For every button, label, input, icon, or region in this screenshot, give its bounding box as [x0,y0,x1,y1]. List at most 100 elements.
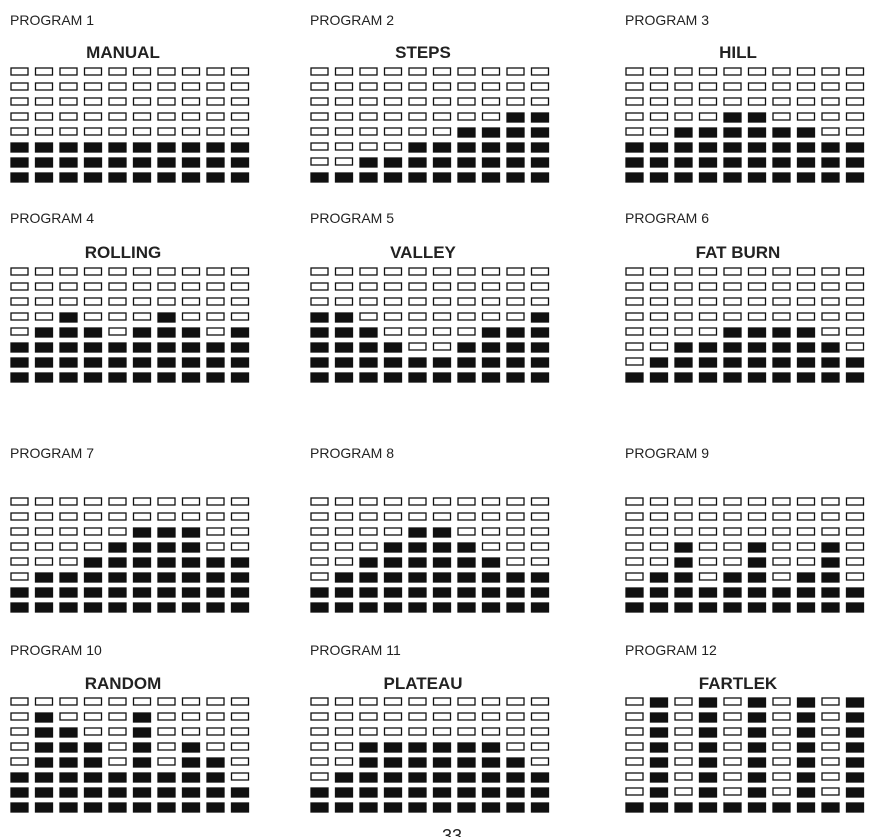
filled-block [625,157,644,168]
filled-block [723,342,742,353]
filled-block [796,772,816,783]
filled-block [408,157,427,168]
empty-block [206,527,225,536]
empty-block [408,512,427,521]
empty-block [359,82,378,91]
empty-block [334,112,354,121]
empty-block [83,127,103,136]
empty-block [723,82,742,91]
filled-block [206,357,225,368]
empty-block [796,297,816,306]
empty-block [649,297,669,306]
level-column [698,67,718,183]
filled-block [157,312,176,323]
empty-block [181,512,201,521]
filled-block [457,542,476,553]
empty-block [625,112,644,121]
program-label: PROGRAM 11 [310,642,401,658]
empty-block [772,67,791,76]
level-column [481,267,501,383]
empty-block [845,497,865,506]
filled-block [821,587,840,598]
empty-block [230,742,250,751]
empty-block [310,82,329,91]
filled-block [34,602,54,613]
level-column [181,67,201,183]
level-column [506,67,525,183]
filled-block [34,142,54,153]
filled-block [83,802,103,813]
filled-block [408,572,427,583]
empty-block [34,282,54,291]
empty-block [408,342,427,351]
empty-block [83,512,103,521]
level-column [10,267,29,383]
empty-block [674,282,693,291]
level-column [132,267,152,383]
level-column [359,267,378,383]
empty-block [132,82,152,91]
empty-block [34,297,54,306]
empty-block [772,497,791,506]
empty-block [845,542,865,551]
filled-block [772,327,791,338]
filled-block [506,372,525,383]
filled-block [34,372,54,383]
empty-block [206,697,225,706]
empty-block [108,512,127,521]
empty-block [383,527,403,536]
filled-block [383,772,403,783]
empty-block [457,82,476,91]
level-column [747,67,767,183]
empty-block [383,127,403,136]
empty-block [821,727,840,736]
filled-block [674,587,693,598]
empty-block [157,267,176,276]
empty-block [359,297,378,306]
filled-block [530,312,550,323]
filled-block [34,157,54,168]
empty-block [747,297,767,306]
empty-block [181,282,201,291]
filled-block [747,757,767,768]
filled-block [506,572,525,583]
filled-block [34,772,54,783]
filled-block [34,757,54,768]
empty-block [108,742,127,751]
program-name: FARTLEK [699,674,778,693]
filled-block [132,372,152,383]
empty-block [723,282,742,291]
filled-block [625,587,644,598]
filled-block [181,172,201,183]
empty-block [845,67,865,76]
empty-block [530,267,550,276]
filled-block [157,342,176,353]
empty-block [383,297,403,306]
filled-block [506,802,525,813]
filled-block [530,127,550,138]
empty-block [157,282,176,291]
filled-block [334,572,354,583]
filled-block [649,602,669,613]
empty-block [408,697,427,706]
empty-block [674,82,693,91]
empty-block [59,557,78,566]
filled-block [206,557,225,568]
level-column [457,67,476,183]
empty-block [310,727,329,736]
empty-block [83,82,103,91]
filled-block [457,587,476,598]
empty-block [359,527,378,536]
filled-block [530,587,550,598]
level-column [530,697,550,813]
filled-block [132,142,152,153]
empty-block [334,757,354,766]
empty-block [230,267,250,276]
filled-block [796,602,816,613]
filled-block [432,527,452,538]
filled-block [132,802,152,813]
empty-block [157,112,176,121]
filled-block [10,172,29,183]
empty-block [772,697,791,706]
level-column [796,267,816,383]
